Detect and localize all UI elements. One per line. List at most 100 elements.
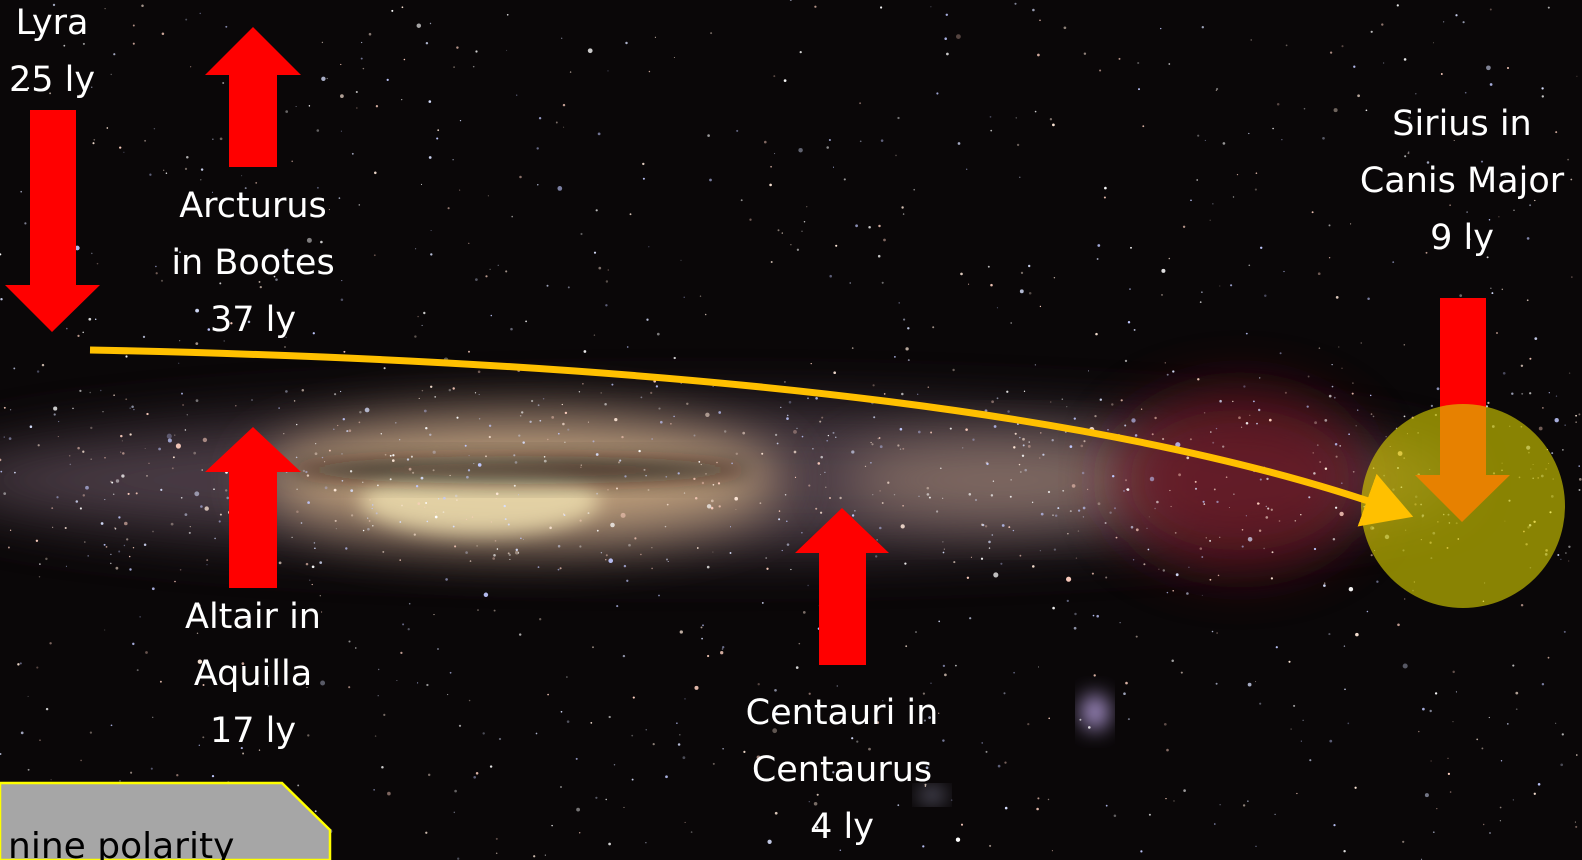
star <box>57 15 60 19</box>
star <box>309 579 311 581</box>
star <box>186 155 189 159</box>
star <box>1568 372 1571 374</box>
star <box>121 474 125 478</box>
star <box>364 407 370 413</box>
star <box>783 380 786 383</box>
star <box>518 633 522 636</box>
star <box>495 837 498 840</box>
star <box>712 551 714 553</box>
star <box>1201 556 1204 558</box>
star <box>1111 403 1114 406</box>
star <box>82 331 84 334</box>
star <box>812 448 814 450</box>
star <box>1050 401 1052 403</box>
star <box>707 134 710 137</box>
star <box>27 695 29 697</box>
star <box>781 232 783 234</box>
star <box>37 65 40 68</box>
star <box>1148 813 1151 816</box>
star <box>569 71 572 73</box>
star <box>595 209 598 212</box>
star <box>1281 139 1283 141</box>
star <box>258 749 261 751</box>
star <box>1230 284 1233 287</box>
star <box>1529 357 1532 360</box>
star <box>1219 285 1221 287</box>
star <box>799 50 802 54</box>
star <box>1452 720 1454 723</box>
star <box>1130 525 1134 529</box>
star <box>346 430 349 433</box>
star <box>538 117 542 120</box>
star <box>1322 136 1325 140</box>
star <box>1341 367 1343 369</box>
star <box>736 129 739 132</box>
star <box>1199 301 1202 303</box>
star <box>202 736 205 739</box>
star-label: in Bootes <box>171 243 334 283</box>
star <box>580 466 582 468</box>
note-text: nine polarity <box>8 826 234 860</box>
star <box>720 651 724 655</box>
star <box>1051 850 1053 852</box>
star <box>803 220 806 223</box>
star <box>905 645 908 648</box>
star <box>185 18 188 21</box>
star <box>434 511 437 514</box>
star <box>877 254 881 258</box>
star <box>1160 27 1162 30</box>
star <box>598 266 602 270</box>
star <box>464 444 467 447</box>
star <box>1215 427 1218 430</box>
star <box>482 732 485 735</box>
star <box>77 446 80 450</box>
star <box>520 411 524 414</box>
star <box>1086 488 1089 491</box>
star-label: Arcturus <box>179 186 327 226</box>
star <box>850 721 852 723</box>
star <box>1186 456 1190 460</box>
star <box>320 680 326 686</box>
star <box>1216 87 1219 91</box>
star <box>1578 478 1582 481</box>
star <box>100 522 104 525</box>
star <box>1143 563 1146 566</box>
star <box>1166 373 1169 376</box>
star <box>907 772 911 775</box>
star <box>146 475 148 477</box>
star <box>1436 807 1438 810</box>
star <box>901 392 904 396</box>
star <box>275 664 277 666</box>
labels: Lyra 25 ly Arcturus in Bootes 37 ly Sirius in… <box>9 3 1565 847</box>
star <box>1255 172 1258 174</box>
star <box>855 224 858 228</box>
star <box>39 563 41 565</box>
star <box>415 485 419 488</box>
star <box>219 137 223 141</box>
star <box>1578 465 1580 467</box>
star <box>1020 271 1024 275</box>
star <box>879 445 883 449</box>
star <box>1202 500 1205 503</box>
star <box>765 557 768 559</box>
star <box>1147 548 1150 551</box>
star <box>515 548 519 552</box>
star <box>87 555 90 557</box>
star <box>295 456 298 459</box>
star <box>965 428 968 431</box>
star <box>808 801 810 803</box>
star <box>1217 574 1220 577</box>
star <box>333 488 337 492</box>
star <box>1196 179 1199 181</box>
star <box>297 784 300 787</box>
star <box>45 557 48 561</box>
star <box>1350 223 1352 225</box>
milky-way <box>0 390 1460 801</box>
star <box>579 519 582 522</box>
star <box>155 265 157 268</box>
star <box>677 743 681 746</box>
star <box>1443 111 1445 114</box>
star <box>320 240 323 244</box>
star <box>1557 554 1560 556</box>
star <box>291 536 293 539</box>
